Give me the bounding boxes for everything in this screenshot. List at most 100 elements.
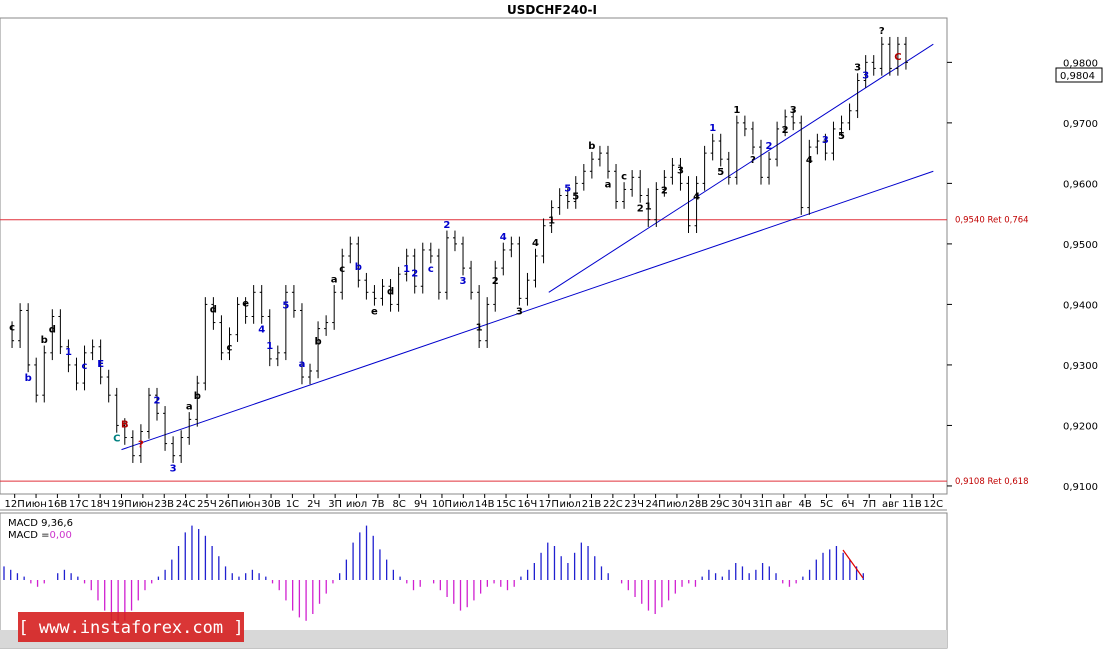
- x-tick-label: 17П: [539, 499, 559, 510]
- x-tick-label: 12С: [923, 499, 943, 510]
- wave-label: B: [121, 420, 129, 431]
- y-tick-label: 0,9200: [1063, 421, 1098, 432]
- wave-label: 3: [170, 464, 177, 475]
- y-tick-label: 0,9500: [1063, 240, 1098, 251]
- channel-line-lower: [121, 170, 934, 451]
- wave-label: c: [428, 264, 434, 275]
- y-tick-label: 0,9100: [1063, 482, 1098, 493]
- x-tick-label: 30В: [261, 499, 281, 510]
- x-tick-label: 23Ч: [624, 499, 644, 510]
- wave-label: 4: [532, 238, 539, 249]
- wave-label: d: [387, 286, 394, 297]
- wave-label: 1: [645, 202, 652, 213]
- wave-label: 2: [637, 203, 644, 214]
- x-tick-label: июл: [453, 499, 474, 510]
- wave-label: d: [49, 325, 56, 336]
- wave-label: C: [113, 433, 120, 444]
- wave-label: 1: [403, 264, 410, 275]
- current-price-label: 0,9804: [1060, 71, 1095, 82]
- x-axis: 12П июн 16В 17С 18Ч 19П июн 23В 24С 25Ч 26П июн 30В 1…: [5, 494, 943, 510]
- x-tick-label: авг: [775, 499, 792, 510]
- x-tick-label: 5С: [820, 499, 833, 510]
- wave-label: a: [331, 274, 338, 285]
- wave-label: 1: [548, 216, 555, 227]
- wave-label: C: [894, 52, 901, 63]
- x-tick-label: 24П: [645, 499, 665, 510]
- wave-label: e: [242, 299, 249, 310]
- x-tick-label: 6Ч: [841, 499, 854, 510]
- macd-value-label: MACD =0,00: [8, 530, 72, 541]
- wave-label: d: [210, 305, 217, 316]
- wave-label: c: [621, 171, 627, 182]
- wave-label: 5: [564, 184, 571, 195]
- wave-label: 2: [661, 185, 668, 196]
- wave-label: 1: [709, 123, 716, 134]
- wave-label: 3: [854, 63, 861, 74]
- x-tick-label: 17С: [69, 499, 89, 510]
- y-axis: 0,9100 0,9200 0,9300 0,9400 0,9500 0,9600 0,97…: [947, 58, 1098, 493]
- wave-label: 2: [782, 125, 789, 136]
- wave-label: 5: [572, 191, 579, 202]
- x-tick-label: 19П: [111, 499, 131, 510]
- wave-label: 3: [862, 70, 869, 81]
- x-tick-label: 21В: [582, 499, 602, 510]
- current-price-tag: [1055, 67, 1103, 83]
- wave-label: ?: [879, 26, 885, 37]
- chart-title: USDCHF240-I: [507, 3, 597, 17]
- wave-label: c: [339, 264, 345, 275]
- x-tick-label: 23В: [154, 499, 174, 510]
- x-tick-label: 25Ч: [197, 499, 217, 510]
- x-tick-label: 3П: [328, 499, 342, 510]
- wave-label: 5: [717, 167, 724, 178]
- y-tick-label: 0,9700: [1063, 119, 1098, 130]
- y-tick-label: 0,9400: [1063, 300, 1098, 311]
- wave-label: b: [25, 373, 32, 384]
- level-label: 0,9540 Ret 0,764: [955, 216, 1029, 226]
- x-tick-label: 2Ч: [307, 499, 320, 510]
- x-tick-label: 10П: [432, 499, 452, 510]
- x-tick-label: 22С: [603, 499, 623, 510]
- x-tick-label: июл: [666, 499, 687, 510]
- x-tick-label: 26П: [218, 499, 238, 510]
- x-tick-label: 16В: [48, 499, 68, 510]
- x-tick-label: 12П: [5, 499, 25, 510]
- wave-label: 2: [443, 220, 450, 231]
- wave-label: 1: [733, 105, 740, 116]
- wave-label: c: [227, 343, 233, 354]
- x-tick-label: 7В: [371, 499, 384, 510]
- y-tick-label: 0,9800: [1063, 58, 1098, 69]
- x-tick-label: 18Ч: [90, 499, 110, 510]
- x-tick-label: 31П: [752, 499, 772, 510]
- wave-label: 2: [154, 395, 161, 406]
- macd-value-prefix: MACD =: [8, 530, 50, 541]
- wave-label: 5: [282, 300, 289, 311]
- x-tick-label: 15С: [496, 499, 516, 510]
- wave-label: 4: [258, 325, 265, 336]
- y-tick-label: 0,9300: [1063, 361, 1098, 372]
- wave-label: 4: [500, 232, 507, 243]
- x-tick-label: 11В: [902, 499, 922, 510]
- x-tick-label: 14В: [475, 499, 495, 510]
- wave-label: 5: [838, 131, 845, 142]
- x-tick-label: 29С: [710, 499, 730, 510]
- candles-layer: [10, 36, 908, 463]
- wave-label: b: [355, 262, 362, 273]
- level-label: 0,9108 Ret 0,618: [955, 477, 1029, 487]
- watermark-box: [18, 612, 244, 642]
- x-tick-label: 16Ч: [518, 499, 538, 510]
- wave-label: a: [299, 359, 306, 370]
- wave-label: 1: [266, 341, 273, 352]
- wave-label: b: [194, 391, 201, 402]
- wave-label: 3: [516, 306, 523, 317]
- y-tick-label: 0,9600: [1063, 179, 1098, 190]
- wave-label: 3: [677, 165, 684, 176]
- wave-label: 1: [476, 323, 483, 334]
- macd-trendline: [842, 549, 864, 579]
- wave-label: 3: [822, 135, 829, 146]
- x-tick-label: 24С: [176, 499, 196, 510]
- wave-label: c: [82, 361, 88, 372]
- levels-layer: 0,9540 Ret 0,764 0,9108 Ret 0,618: [0, 216, 1029, 487]
